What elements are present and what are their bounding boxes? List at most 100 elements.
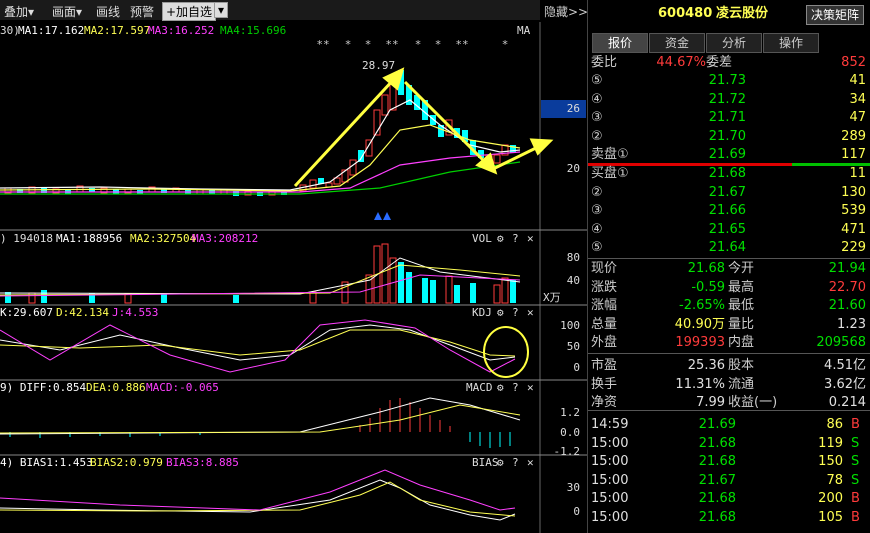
indicator-tag: VOL [472, 232, 492, 245]
quote-cell: 21.68 [698, 510, 736, 525]
quote-cell: 21.94 [828, 261, 866, 276]
quote-cell: 22.70 [828, 279, 866, 295]
legend-item: MA4:15.696 [220, 24, 286, 37]
panel-tool: ✕ [527, 306, 534, 319]
quote-cell: 量比 [728, 316, 755, 332]
legend-item: D:42.134 [56, 306, 109, 319]
quote-cell: 最高 [728, 279, 755, 295]
legend-item: J:4.553 [112, 306, 158, 319]
tab[interactable]: 操作 [763, 33, 819, 53]
quote-cell: 150 [818, 454, 843, 470]
panel-tool: ⚙ [497, 306, 504, 319]
quote-cell: 涨跌 [591, 279, 618, 295]
axis-label: -1.2 [554, 445, 581, 458]
toolbar-button[interactable]: 画线 [96, 5, 121, 19]
quote-cell: 换手 [591, 376, 618, 392]
toolbar-button[interactable]: 预警 [130, 5, 155, 19]
quote-cell: 21.73 [708, 73, 746, 88]
quote-cell: 现价 [591, 261, 618, 276]
quote-cell: 委比 [591, 55, 618, 70]
quote-cell: 21.68 [708, 166, 746, 181]
quote-cell: 86 [826, 417, 843, 432]
quote-cell: 内盘 [728, 335, 755, 351]
panel-tool: ✕ [527, 456, 534, 469]
toolbar-button[interactable]: 画面▾ [52, 5, 83, 19]
quote-cell: ② [591, 184, 603, 200]
quote-cell: 200 [818, 491, 843, 507]
legend-item: ) 194018 [0, 232, 53, 245]
axis-label: 0.0 [560, 426, 580, 439]
quote-cell: 15:00 [591, 491, 629, 507]
quote-cell: S [851, 435, 860, 451]
quote-cell: 流通 [728, 376, 755, 392]
divider [588, 410, 870, 411]
quote-cell: 44.67% [656, 55, 706, 70]
quote-cell: 1.23 [837, 316, 866, 332]
signal-star: * [415, 38, 422, 51]
toolbar-button[interactable]: 叠加▾ [4, 5, 35, 19]
tab[interactable]: 分析 [706, 33, 762, 53]
quote-cell: 21.67 [708, 184, 746, 200]
legend-item: MA2:17.597 [84, 24, 150, 37]
panel-tool: ? [512, 232, 519, 245]
indicator-tag: KDJ [472, 306, 492, 319]
signal-star: * [345, 38, 352, 51]
quote-cell: 117 [841, 147, 866, 163]
quote-cell: 收益(一) [728, 395, 778, 411]
quote-cell: 15:00 [591, 472, 629, 488]
legend-item: 30) [0, 24, 20, 37]
indicator-tag: MA [517, 24, 531, 37]
quote-cell: 21.72 [708, 91, 746, 107]
add-dropdown[interactable]: ▾ [214, 2, 229, 18]
decision-button[interactable]: 决策矩阵 [806, 5, 865, 25]
axis-unit: X万 [543, 291, 561, 304]
quote-cell: 21.64 [708, 240, 746, 256]
quote-cell: 股本 [728, 358, 755, 373]
legend-item: MA1:17.162 [18, 24, 84, 37]
quote-cell: 34 [849, 91, 866, 107]
quote-cell: 21.71 [708, 110, 746, 126]
quote-cell: 852 [841, 55, 866, 70]
quote-cell: 105 [818, 510, 843, 525]
tab[interactable]: 报价 [592, 33, 648, 53]
quote-cell: 21.65 [708, 221, 746, 237]
quote-cell: 净资 [591, 395, 618, 411]
panel-tool: ? [512, 381, 519, 394]
tab[interactable]: 资金 [649, 33, 705, 53]
bid-ask-divider [588, 163, 870, 166]
quote-cell: 119 [818, 435, 843, 451]
legend-item: MACD:-0.065 [146, 381, 219, 394]
signal-star: * [502, 38, 509, 51]
legend-item: DEA:0.886 [86, 381, 146, 394]
quote-cell: 15:00 [591, 435, 629, 451]
quote-cell: 11 [849, 166, 866, 181]
stock-name: 凌云股份 [716, 6, 769, 21]
quote-cell: 3.62亿 [824, 376, 866, 392]
hide-button[interactable]: 隐藏>> [544, 5, 589, 19]
quote-cell: ④ [591, 221, 603, 237]
legend-item: K:29.607 [0, 306, 53, 319]
quote-cell: S [851, 454, 860, 470]
quote-cell: B [851, 510, 860, 525]
quote-cell: 229 [841, 240, 866, 256]
quote-cell: -0.59 [691, 279, 725, 295]
quote-cell: 21.68 [687, 261, 725, 276]
quote-cell: B [851, 491, 860, 507]
quote-cell: 21.68 [698, 454, 736, 470]
axis-label: 0 [573, 361, 580, 374]
quote-cell: 289 [841, 128, 866, 144]
stock-code: 600480 [658, 6, 713, 21]
legend-item: MA2:327504 [130, 232, 197, 245]
legend-item: BIAS3:8.885 [166, 456, 239, 469]
panel-tool: ⚙ [497, 456, 504, 469]
quote-cell: B [851, 417, 860, 432]
add-watchlist[interactable]: +加自选 [162, 2, 217, 21]
quote-cell: 21.67 [698, 472, 736, 488]
quote-cell: 外盘 [591, 335, 618, 351]
quote-cell: ③ [591, 110, 603, 126]
peak-label: 28.97 [362, 59, 395, 72]
legend-item: 4) BIAS1:1.453 [0, 456, 93, 469]
quote-cell: 21.68 [698, 491, 736, 507]
